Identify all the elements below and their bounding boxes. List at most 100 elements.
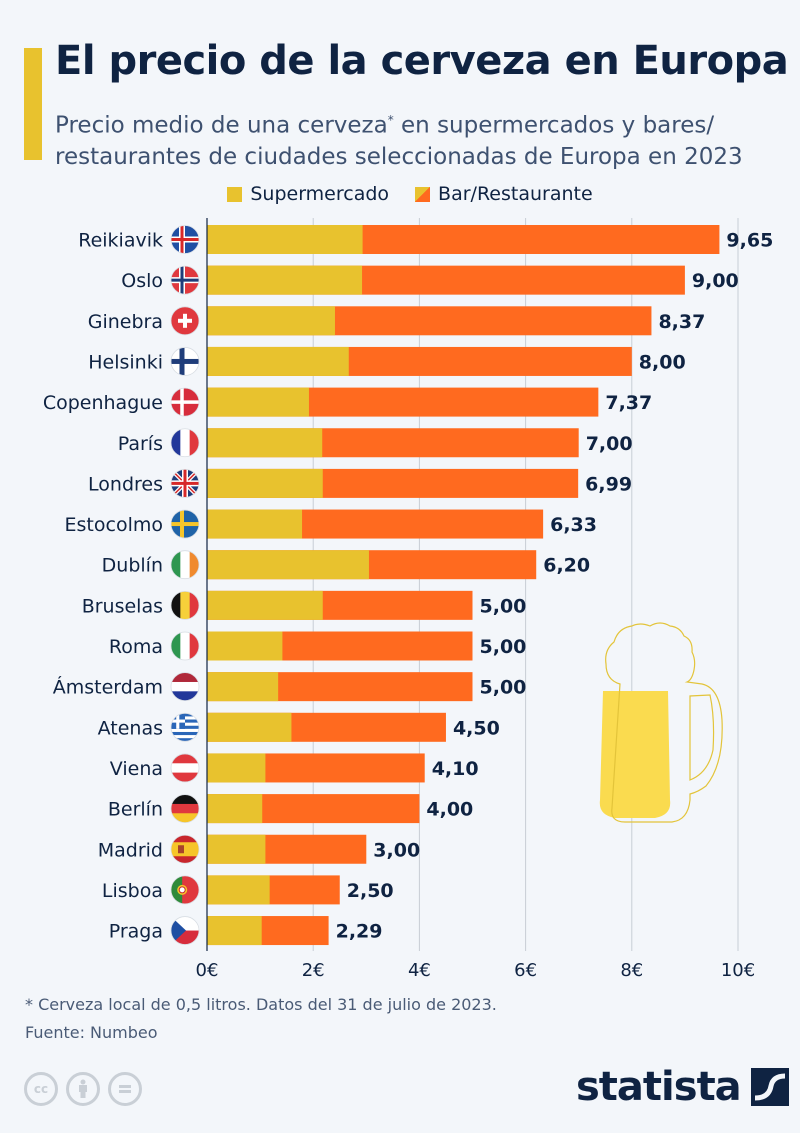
bar-supermercado — [207, 590, 323, 620]
flag-ireland-icon — [171, 550, 199, 579]
flag-czechia-icon — [171, 916, 199, 945]
flag-border — [170, 916, 200, 945]
flag-belgium-icon — [171, 591, 199, 620]
data-label: 5,00 — [480, 595, 527, 617]
flag-uk-icon — [171, 469, 199, 498]
data-label: 6,20 — [543, 555, 590, 577]
bar-supermercado — [207, 387, 309, 417]
source: Fuente: Numbeo — [25, 1023, 158, 1042]
flag-austria-icon — [171, 753, 199, 782]
category-label: Lisboa — [102, 880, 163, 902]
category-label: Viena — [110, 758, 163, 780]
flag-border — [170, 590, 200, 620]
data-label: 6,99 — [585, 473, 632, 495]
legend-swatch-supermercado — [227, 186, 243, 202]
flag-border — [170, 347, 200, 376]
bar-supermercado — [207, 509, 303, 539]
flag-border — [170, 225, 200, 254]
nd-icon[interactable] — [108, 1072, 142, 1106]
flag-france-icon — [171, 428, 199, 457]
bar-supermercado — [207, 550, 369, 580]
license-icons: cc — [24, 1072, 142, 1106]
flag-border — [170, 428, 200, 458]
flag-border — [170, 753, 200, 783]
data-label: 3,00 — [373, 839, 420, 861]
flag-spain-icon — [171, 835, 199, 864]
bars: 9,65 9,00 8,37 8,00 7,37 7,00 6,99 6,33 6,20 5,00… — [207, 225, 773, 946]
data-label: 4,50 — [453, 717, 500, 739]
data-label: 7,37 — [605, 392, 652, 414]
category-label: Oslo — [121, 270, 163, 292]
bar-supermercado — [207, 753, 266, 783]
statista-logo[interactable]: statista — [576, 1064, 789, 1110]
flag-netherlands-icon — [171, 672, 199, 701]
flag-denmark-icon — [171, 388, 199, 417]
x-tick-label: 6€ — [514, 960, 537, 981]
bar-supermercado — [207, 428, 323, 458]
flag-border — [170, 834, 200, 864]
category-label: Copenhague — [43, 392, 163, 414]
bar-supermercado — [207, 468, 323, 498]
data-label: 7,00 — [586, 433, 633, 455]
flag-border — [170, 672, 200, 702]
category-label: Bruselas — [82, 595, 163, 617]
footnote: * Cerveza local de 0,5 litros. Datos del… — [25, 995, 497, 1014]
bar-supermercado — [207, 712, 292, 742]
legend: Supermercado Bar/Restaurante — [0, 183, 800, 205]
data-label: 4,10 — [432, 758, 479, 780]
flag-border — [170, 794, 200, 823]
x-tick-label: 8€ — [620, 960, 643, 981]
data-label: 8,37 — [658, 311, 705, 333]
flag-border — [170, 306, 200, 336]
category-label: Helsinki — [88, 351, 163, 373]
flag-border — [170, 631, 200, 661]
bar-supermercado — [207, 225, 363, 254]
flag-sweden-icon — [171, 510, 199, 539]
beer-fill — [599, 691, 671, 818]
by-icon[interactable] — [66, 1072, 100, 1106]
chart-title: El precio de la cerveza en Europa — [55, 38, 789, 84]
flag-finland-icon — [171, 347, 199, 376]
flag-border — [170, 387, 200, 417]
cc-icon[interactable]: cc — [24, 1072, 58, 1106]
bar-supermercado — [207, 916, 262, 946]
category-label: París — [118, 433, 163, 455]
x-tick-label: 2€ — [302, 960, 325, 981]
subtitle-line1: Precio medio de una cerveza — [55, 112, 388, 139]
category-label: Madrid — [98, 839, 163, 861]
flag-norway-icon — [171, 266, 199, 295]
legend-label-supermercado: Supermercado — [250, 183, 390, 205]
category-label: Roma — [109, 636, 163, 658]
subtitle-line2: restaurantes de ciudades seleccionadas d… — [55, 143, 743, 170]
flag-germany-icon — [171, 794, 199, 823]
gridlines — [312, 218, 739, 952]
data-label: 2,50 — [347, 880, 394, 902]
statista-logo-mark-icon — [750, 1068, 789, 1106]
data-label: 9,65 — [726, 230, 773, 252]
x-tick-label: 0€ — [196, 960, 219, 981]
category-label: Dublín — [102, 555, 163, 577]
flag-border — [170, 509, 200, 539]
beer-mug-outline — [605, 622, 723, 823]
category-label: Praga — [109, 921, 163, 943]
data-label: 2,29 — [336, 921, 383, 943]
bar-supermercado — [207, 346, 349, 376]
legend-item-bar-restaurante: Bar/Restaurante — [415, 183, 593, 205]
bar-supermercado — [207, 306, 335, 336]
bar-supermercado — [207, 875, 270, 905]
flag-border — [170, 265, 200, 295]
x-axis: 0€ 2€ 4€ 6€ 8€ 10€ — [196, 218, 755, 981]
flag-italy-icon — [171, 632, 199, 660]
category-labels: Reikiavik Oslo Ginebra Helsinki Copenhague Pa… — [43, 225, 200, 945]
category-label: Londres — [88, 473, 163, 495]
bar-supermercado — [207, 794, 263, 824]
category-label: Estocolmo — [65, 514, 163, 536]
title-accent-bar — [24, 48, 42, 160]
subtitle-line1-rest: en supermercados y bares/ — [393, 112, 715, 139]
category-label: Ámsterdam — [53, 676, 163, 699]
category-label: Ginebra — [88, 311, 163, 333]
data-label: 6,33 — [550, 514, 597, 536]
data-label: 5,00 — [480, 677, 527, 699]
data-label: 9,00 — [692, 270, 739, 292]
x-tick-label: 4€ — [408, 960, 431, 981]
